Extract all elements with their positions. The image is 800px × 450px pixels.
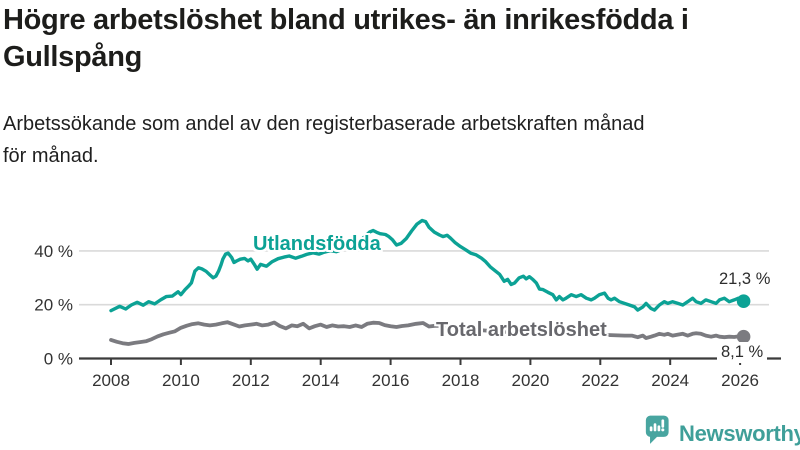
series-label-utlandsfodda: Utlandsfödda <box>253 233 381 255</box>
x-tick-label: 2008 <box>92 371 130 390</box>
series-label-total-arbetsloshet: Total arbetslöshet <box>436 319 607 341</box>
y-tick-label: 20 % <box>34 296 73 315</box>
chart-title: Högre arbetslöshet bland utrikes- än inr… <box>3 4 689 73</box>
series-line-total <box>109 320 746 346</box>
newsworthy-logo: Newsworthy <box>644 414 800 447</box>
newsworthy-logo-text: Newsworthy <box>679 421 800 446</box>
x-tick-label: 2024 <box>651 371 689 390</box>
x-tick-label: 2018 <box>442 371 480 390</box>
x-tick-label: 2016 <box>372 371 410 390</box>
x-tick-label: 2010 <box>162 371 200 390</box>
x-tick-label: 2020 <box>511 371 549 390</box>
y-tick-label: 40 % <box>34 242 73 261</box>
end-value-label-utlandsfodda: 21,3 % <box>719 270 771 288</box>
x-tick-label: 2014 <box>302 371 340 390</box>
x-tick-label: 2026 <box>721 371 759 390</box>
x-tick-label: 2012 <box>232 371 270 390</box>
end-value-label-total-arbetsloshet: 8,1 % <box>717 342 768 363</box>
newsworthy-logo-icon <box>645 415 669 444</box>
x-tick-label: 2022 <box>581 371 619 390</box>
series-end-dot-utlandsfodda <box>736 294 751 309</box>
y-tick-label: 0 % <box>44 350 73 369</box>
series-end-dot-total <box>736 329 751 344</box>
chart-subtitle: Arbetssökande som andel av den registerb… <box>3 113 645 167</box>
series-line-utlandsfodda <box>109 218 746 313</box>
